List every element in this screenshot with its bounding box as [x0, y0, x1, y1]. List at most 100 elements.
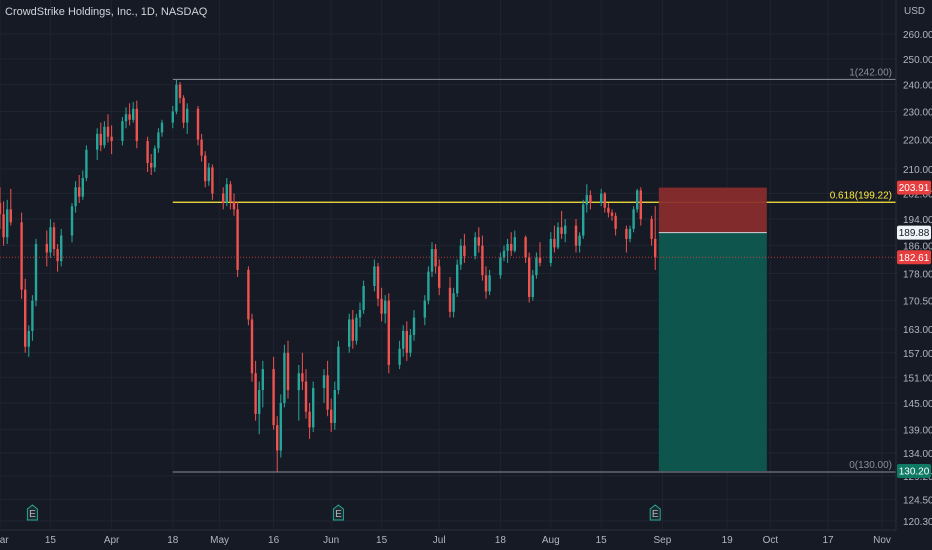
candle-body — [510, 243, 513, 251]
candle-body — [27, 331, 30, 347]
candle-body — [402, 331, 405, 349]
candle-body — [308, 411, 311, 428]
candle — [477, 227, 480, 253]
candle-body — [24, 289, 27, 347]
candle-body — [110, 136, 113, 142]
candle-body — [654, 238, 657, 258]
candle — [20, 212, 23, 299]
short-position-tool[interactable] — [658, 187, 767, 472]
candle-body — [585, 195, 588, 205]
candle-body — [247, 269, 250, 320]
candle-body — [49, 227, 52, 253]
candle-body — [150, 162, 153, 168]
earnings-marker: E — [26, 504, 38, 521]
candle-body — [538, 257, 542, 263]
candle-body — [560, 227, 563, 234]
candle — [78, 175, 81, 203]
candle-body — [351, 319, 354, 341]
candle-body — [438, 266, 441, 288]
candle-body — [589, 195, 592, 203]
candle-body — [20, 222, 23, 290]
candle — [438, 259, 441, 296]
candle — [182, 95, 185, 129]
candle-body — [574, 225, 578, 246]
candle — [124, 107, 128, 129]
price-marker-badge — [897, 250, 931, 265]
candle-body — [607, 207, 610, 213]
candle — [636, 188, 639, 213]
candle — [225, 178, 228, 207]
candle — [625, 225, 628, 253]
candle-body — [488, 275, 491, 292]
candle-body — [348, 319, 351, 347]
stop-loss-zone[interactable] — [658, 187, 767, 233]
candle — [2, 201, 5, 246]
candle-body — [96, 133, 99, 150]
time-axis[interactable]: Mar 15 Apr 18 May 16 Jun 15 Jul 18 Aug 15 Sep 19 Oct 17… — [0, 535, 891, 546]
candle — [211, 164, 214, 200]
candle-body — [304, 381, 308, 412]
time-tick-label: Oct — [763, 535, 779, 546]
candle — [384, 295, 387, 324]
candle-body — [0, 202, 2, 215]
price-tick-label: 240.00 — [903, 81, 932, 92]
candle-body — [412, 317, 416, 335]
candle — [49, 219, 52, 258]
price-tick-label: 145.00 — [903, 399, 932, 410]
price-marker-badge — [897, 225, 931, 240]
candle — [603, 191, 606, 213]
candle-body — [160, 122, 164, 133]
price-tick-label: 202.00 — [903, 190, 932, 201]
candle-body — [603, 193, 606, 208]
candle-body — [524, 237, 527, 258]
earnings-marker-label: E — [652, 509, 659, 520]
candle — [286, 340, 290, 399]
price-tick-label: 157.00 — [903, 349, 932, 360]
fibonacci-retracement[interactable]: 1(242.00) 0.618(199.22) 0(130.00) — [172, 67, 896, 473]
price-tick-label: 163.00 — [903, 325, 932, 336]
earnings-marker-shape — [26, 504, 38, 521]
candle-body — [200, 139, 203, 156]
candle — [427, 266, 430, 305]
candle — [387, 293, 390, 374]
candle-body — [337, 346, 340, 391]
candle — [24, 278, 27, 353]
candle-body — [56, 249, 59, 262]
candle-body — [232, 201, 236, 210]
candle-body — [254, 373, 257, 414]
candle — [398, 340, 401, 370]
candle — [654, 206, 657, 270]
candle-body — [229, 184, 232, 202]
fib-level-label: 0.618(199.22) — [830, 190, 892, 201]
candle-body — [9, 209, 12, 223]
price-tick-label: 250.00 — [903, 55, 932, 66]
candle — [376, 262, 380, 307]
candlestick-series — [0, 79, 657, 473]
candle — [196, 106, 200, 146]
candle — [74, 181, 77, 213]
candle — [236, 201, 239, 278]
candle-body — [384, 300, 387, 314]
price-tick-label: 178.00 — [903, 269, 932, 280]
candle — [610, 209, 614, 221]
candle — [639, 187, 642, 226]
candle-body — [409, 334, 412, 353]
candle-body — [312, 387, 315, 428]
candle-body — [258, 390, 261, 414]
price-tick-label: 124.50 — [903, 495, 932, 506]
candle — [463, 233, 466, 263]
time-tick-label: May — [210, 535, 229, 546]
time-tick-label: Jul — [433, 535, 446, 546]
take-profit-zone[interactable] — [658, 232, 767, 472]
candle-body — [85, 149, 88, 179]
candle-body — [225, 184, 228, 203]
candle — [0, 187, 2, 229]
candle-body — [128, 114, 131, 120]
candle — [326, 360, 329, 417]
candle — [150, 154, 153, 176]
earnings-marker-shape — [649, 504, 661, 521]
price-marker: 130.20 — [897, 464, 931, 479]
candle — [261, 360, 264, 408]
